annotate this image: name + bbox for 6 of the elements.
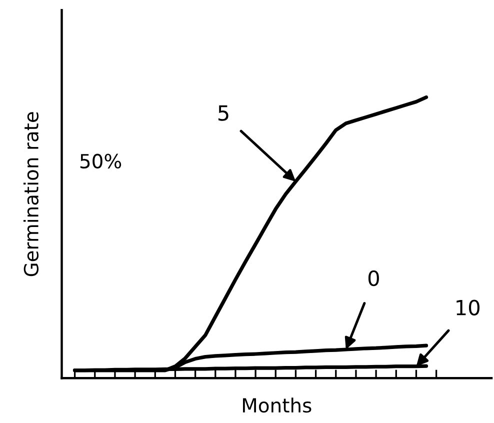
y-axis-title: Germination rate: [23, 112, 39, 276]
annotation: 50%: [80, 154, 122, 169]
annotation: 0: [368, 270, 379, 286]
text: 10: [456, 300, 480, 316]
x-axis-title: Months: [243, 398, 312, 413]
annotation: 5: [218, 105, 228, 121]
